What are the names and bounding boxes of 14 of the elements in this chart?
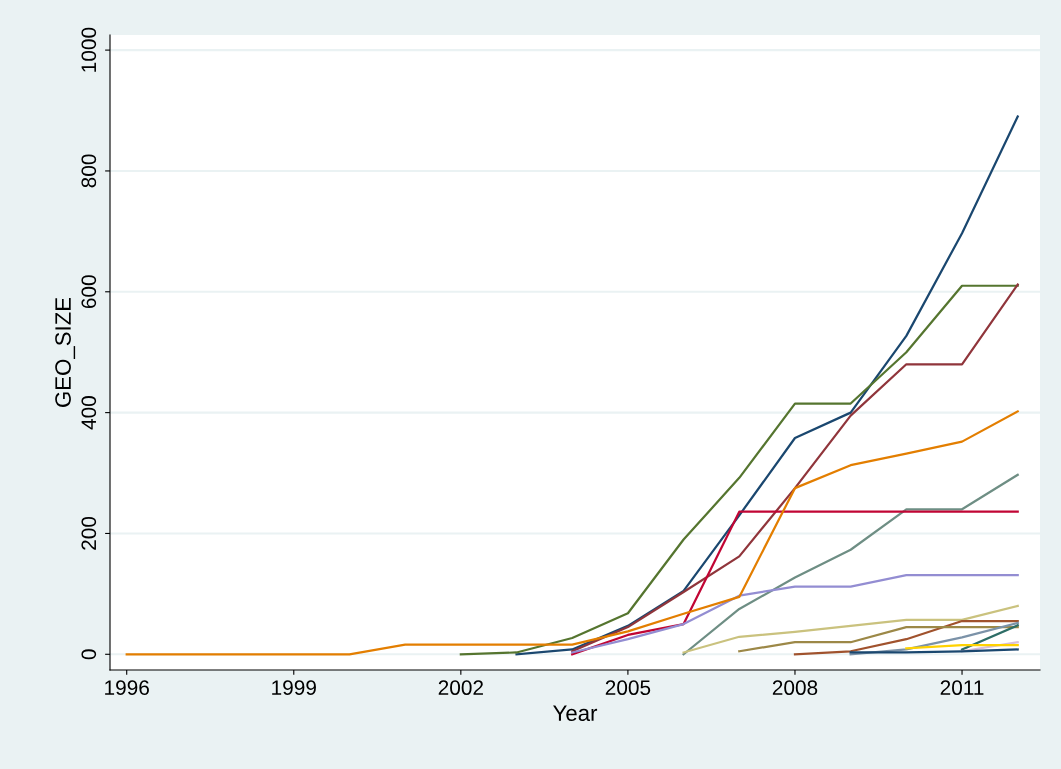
x-tick-label: 2005 <box>605 680 651 696</box>
y-tick-label: 600 <box>81 275 97 309</box>
x-tick-label: 2011 <box>940 680 984 696</box>
y-tick-label: 200 <box>81 516 97 550</box>
x-axis-title: Year <box>553 705 598 722</box>
y-tick-label: 1000 <box>81 27 97 72</box>
y-tick-label: 800 <box>81 154 97 188</box>
x-tick-label: 2002 <box>438 680 483 696</box>
x-tick-label: 1999 <box>272 680 316 696</box>
y-axis-title: GEO_SIZE <box>55 297 76 407</box>
y-tick-label: 400 <box>81 396 97 430</box>
x-tick-label: 2008 <box>772 680 818 696</box>
y-tick-label: 0 <box>81 649 97 660</box>
x-tick-label: 1996 <box>105 680 149 696</box>
